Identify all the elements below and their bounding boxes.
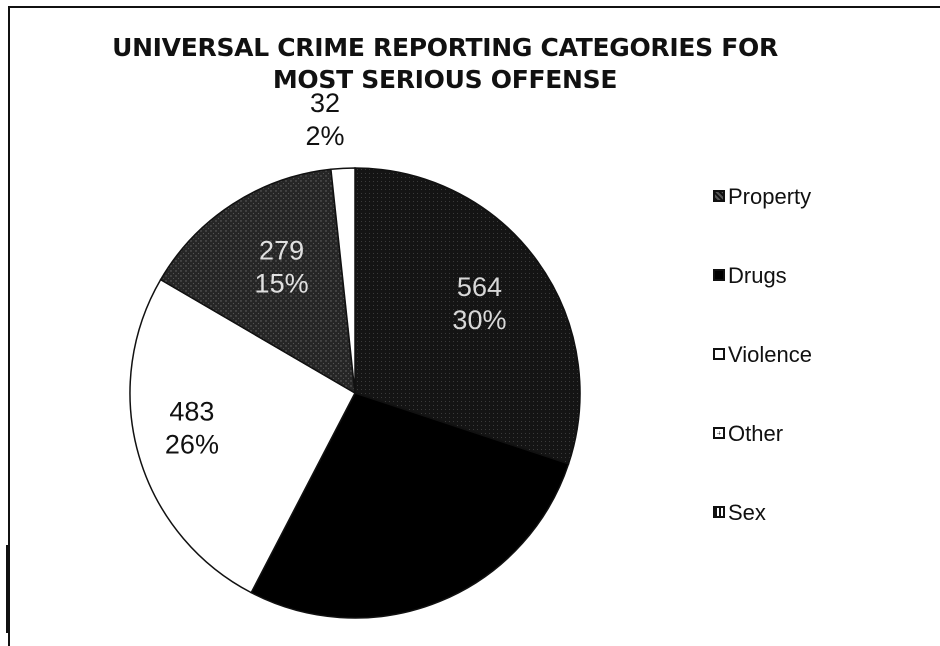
legend-item-sex: Sex: [713, 500, 812, 579]
data-label-percent-violence: 26%: [165, 429, 219, 459]
data-label-value-other: 32: [310, 88, 340, 118]
pie-slice-sex: [159, 168, 356, 395]
legend-swatch-property: [713, 190, 725, 202]
legend: Property Drugs Violence Other Sex: [713, 184, 812, 579]
pie-slice-violence: [129, 278, 356, 594]
legend-label-violence: Violence: [728, 342, 812, 367]
legend-item-drugs: Drugs: [713, 263, 812, 342]
legend-swatch-other: [713, 427, 725, 439]
pie-slice-other: [330, 167, 356, 394]
legend-label-other: Other: [728, 421, 784, 446]
pie-slice-property: [354, 167, 581, 465]
chart-title-line-1: UNIVERSAL CRIME REPORTING CATEGORIES FOR: [112, 33, 778, 62]
legend-item-violence: Violence: [713, 342, 812, 421]
legend-item-other: Other: [713, 421, 812, 500]
chart-frame: [8, 6, 940, 646]
pie-slice-drugs: [250, 392, 570, 619]
data-label-value-sex: 279: [259, 236, 304, 266]
legend-swatch-violence: [713, 348, 725, 360]
legend-label-sex: Sex: [728, 500, 766, 525]
legend-swatch-drugs: [713, 269, 725, 281]
legend-swatch-sex: [713, 506, 725, 518]
chart-title: UNIVERSAL CRIME REPORTING CATEGORIES FOR…: [100, 32, 790, 96]
data-label-percent-sex: 15%: [255, 269, 309, 299]
data-label-value-property: 564: [457, 272, 502, 302]
chart-title-line-2: MOST SERIOUS OFFENSE: [272, 65, 618, 94]
legend-label-drugs: Drugs: [728, 263, 787, 288]
frame-edge-mark: [6, 545, 8, 633]
data-label-value-violence: 483: [169, 396, 214, 426]
legend-item-property: Property: [713, 184, 812, 263]
data-label-percent-other: 2%: [305, 121, 344, 151]
legend-label-property: Property: [728, 184, 812, 209]
data-label-percent-property: 30%: [452, 305, 506, 335]
